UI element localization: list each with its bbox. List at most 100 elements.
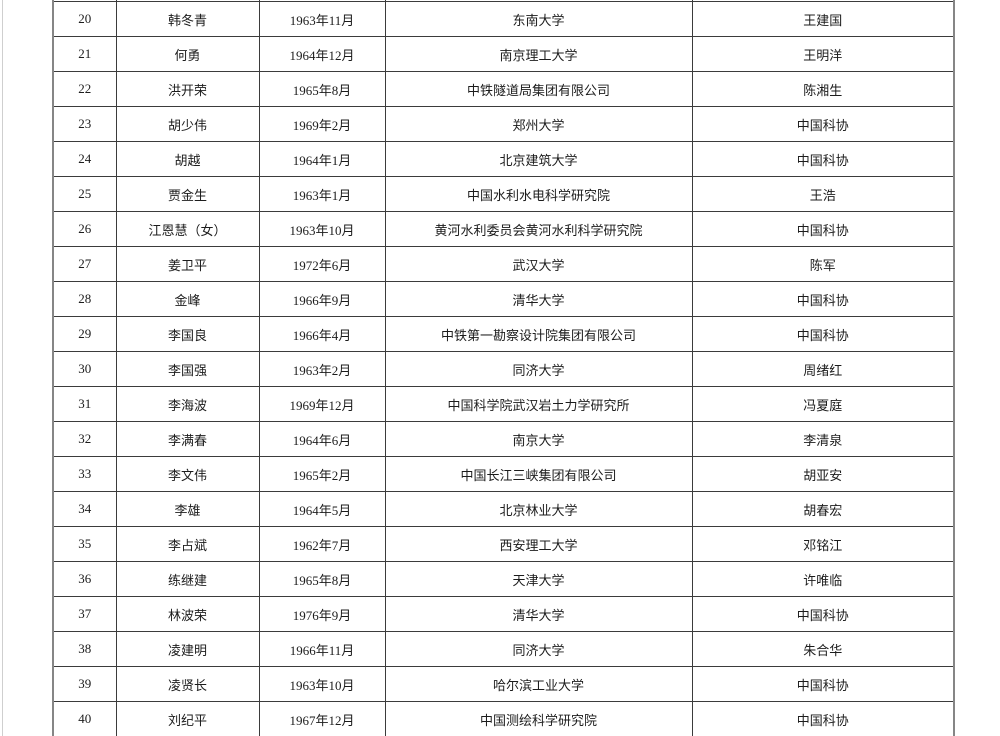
cell-name: 韩冬青 — [115, 1, 260, 37]
table-row: 40 刘纪平 1967年12月 中国测绘科学研究院 中国科协 — [52, 701, 955, 736]
cell-number: 34 — [52, 491, 117, 527]
cell-nominator: 周绪红 — [691, 351, 955, 387]
cell-nominator: 王明洋 — [691, 36, 955, 72]
table-row: 29 李国良 1966年4月 中铁第一勘察设计院集团有限公司 中国科协 — [52, 316, 955, 352]
table-row: 28 金峰 1966年9月 清华大学 中国科协 — [52, 281, 955, 317]
cell-birth-date: 1969年12月 — [258, 386, 386, 422]
cell-organization: 哈尔滨工业大学 — [384, 666, 693, 702]
cell-birth-date: 1966年11月 — [258, 631, 386, 667]
cell-birth-date: 1964年12月 — [258, 36, 386, 72]
cell-birth-date: 1967年12月 — [258, 701, 386, 736]
cell-number: 39 — [52, 666, 117, 702]
table-row: 27 姜卫平 1972年6月 武汉大学 陈军 — [52, 246, 955, 282]
cell-organization: 中国长江三峡集团有限公司 — [384, 456, 693, 492]
cell-organization: 清华大学 — [384, 281, 693, 317]
cell-nominator: 胡亚安 — [691, 456, 955, 492]
cell-organization: 北京林业大学 — [384, 491, 693, 527]
cell-nominator: 中国科协 — [691, 141, 955, 177]
cell-name: 胡越 — [115, 141, 260, 177]
cell-organization: 同济大学 — [384, 631, 693, 667]
table-row: 30 李国强 1963年2月 同济大学 周绪红 — [52, 351, 955, 387]
table-row: 34 李雄 1964年5月 北京林业大学 胡春宏 — [52, 491, 955, 527]
cell-name: 李国强 — [115, 351, 260, 387]
cell-name: 练继建 — [115, 561, 260, 597]
cell-nominator: 许唯临 — [691, 561, 955, 597]
cell-name: 金峰 — [115, 281, 260, 317]
cell-nominator: 胡春宏 — [691, 491, 955, 527]
cell-birth-date: 1965年2月 — [258, 456, 386, 492]
table-row: 24 胡越 1964年1月 北京建筑大学 中国科协 — [52, 141, 955, 177]
cell-birth-date: 1963年10月 — [258, 211, 386, 247]
table-row: 20 韩冬青 1963年11月 东南大学 王建国 — [52, 1, 955, 37]
cell-organization: 清华大学 — [384, 596, 693, 632]
cell-number: 23 — [52, 106, 117, 142]
cell-birth-date: 1962年7月 — [258, 526, 386, 562]
table-row: 37 林波荣 1976年9月 清华大学 中国科协 — [52, 596, 955, 632]
cell-birth-date: 1965年8月 — [258, 561, 386, 597]
table-row: 32 李满春 1964年6月 南京大学 李清泉 — [52, 421, 955, 457]
cell-name: 贾金生 — [115, 176, 260, 212]
table-row: 31 李海波 1969年12月 中国科学院武汉岩土力学研究所 冯夏庭 — [52, 386, 955, 422]
cell-number: 28 — [52, 281, 117, 317]
table-row: 35 李占斌 1962年7月 西安理工大学 邓铭江 — [52, 526, 955, 562]
cell-birth-date: 1972年6月 — [258, 246, 386, 282]
cell-organization: 中铁第一勘察设计院集团有限公司 — [384, 316, 693, 352]
cell-organization: 郑州大学 — [384, 106, 693, 142]
cell-name: 何勇 — [115, 36, 260, 72]
table-row: 21 何勇 1964年12月 南京理工大学 王明洋 — [52, 36, 955, 72]
cell-name: 刘纪平 — [115, 701, 260, 736]
table-body: 20 韩冬青 1963年11月 东南大学 王建国 21 何勇 1964年12月 … — [52, 0, 955, 736]
candidates-table: 20 韩冬青 1963年11月 东南大学 王建国 21 何勇 1964年12月 … — [52, 0, 955, 736]
cell-birth-date: 1966年9月 — [258, 281, 386, 317]
cell-number: 22 — [52, 71, 117, 107]
cell-name: 凌建明 — [115, 631, 260, 667]
cell-organization: 同济大学 — [384, 351, 693, 387]
cell-number: 33 — [52, 456, 117, 492]
cell-number: 36 — [52, 561, 117, 597]
cell-nominator: 陈军 — [691, 246, 955, 282]
cell-name: 李占斌 — [115, 526, 260, 562]
cell-name: 洪开荣 — [115, 71, 260, 107]
table-row: 39 凌贤长 1963年10月 哈尔滨工业大学 中国科协 — [52, 666, 955, 702]
cell-organization: 南京大学 — [384, 421, 693, 457]
cell-nominator: 王建国 — [691, 1, 955, 37]
cell-nominator: 中国科协 — [691, 281, 955, 317]
cell-name: 李满春 — [115, 421, 260, 457]
cell-nominator: 中国科协 — [691, 666, 955, 702]
cell-organization: 武汉大学 — [384, 246, 693, 282]
cell-nominator: 陈湘生 — [691, 71, 955, 107]
cell-birth-date: 1976年9月 — [258, 596, 386, 632]
cell-birth-date: 1964年6月 — [258, 421, 386, 457]
cell-birth-date: 1966年4月 — [258, 316, 386, 352]
cell-nominator: 李清泉 — [691, 421, 955, 457]
cell-nominator: 中国科协 — [691, 316, 955, 352]
cell-number: 40 — [52, 701, 117, 736]
cell-number: 37 — [52, 596, 117, 632]
cell-organization: 中国测绘科学研究院 — [384, 701, 693, 736]
cell-birth-date: 1963年2月 — [258, 351, 386, 387]
table-row: 23 胡少伟 1969年2月 郑州大学 中国科协 — [52, 106, 955, 142]
cell-birth-date: 1964年5月 — [258, 491, 386, 527]
cell-organization: 中铁隧道局集团有限公司 — [384, 71, 693, 107]
cell-organization: 西安理工大学 — [384, 526, 693, 562]
cell-organization: 中国水利水电科学研究院 — [384, 176, 693, 212]
table-row: 22 洪开荣 1965年8月 中铁隧道局集团有限公司 陈湘生 — [52, 71, 955, 107]
cell-nominator: 冯夏庭 — [691, 386, 955, 422]
cell-nominator: 王浩 — [691, 176, 955, 212]
cell-name: 林波荣 — [115, 596, 260, 632]
cell-name: 李国良 — [115, 316, 260, 352]
cell-number: 32 — [52, 421, 117, 457]
table-row: 26 江恩慧（女） 1963年10月 黄河水利委员会黄河水利科学研究院 中国科协 — [52, 211, 955, 247]
cell-birth-date: 1963年1月 — [258, 176, 386, 212]
cell-number: 35 — [52, 526, 117, 562]
cell-organization: 中国科学院武汉岩土力学研究所 — [384, 386, 693, 422]
cell-number: 21 — [52, 36, 117, 72]
cell-name: 姜卫平 — [115, 246, 260, 282]
cell-organization: 东南大学 — [384, 1, 693, 37]
cell-name: 凌贤长 — [115, 666, 260, 702]
cell-number: 30 — [52, 351, 117, 387]
table-row: 38 凌建明 1966年11月 同济大学 朱合华 — [52, 631, 955, 667]
table-row: 33 李文伟 1965年2月 中国长江三峡集团有限公司 胡亚安 — [52, 456, 955, 492]
cell-birth-date: 1963年11月 — [258, 1, 386, 37]
cell-number: 27 — [52, 246, 117, 282]
